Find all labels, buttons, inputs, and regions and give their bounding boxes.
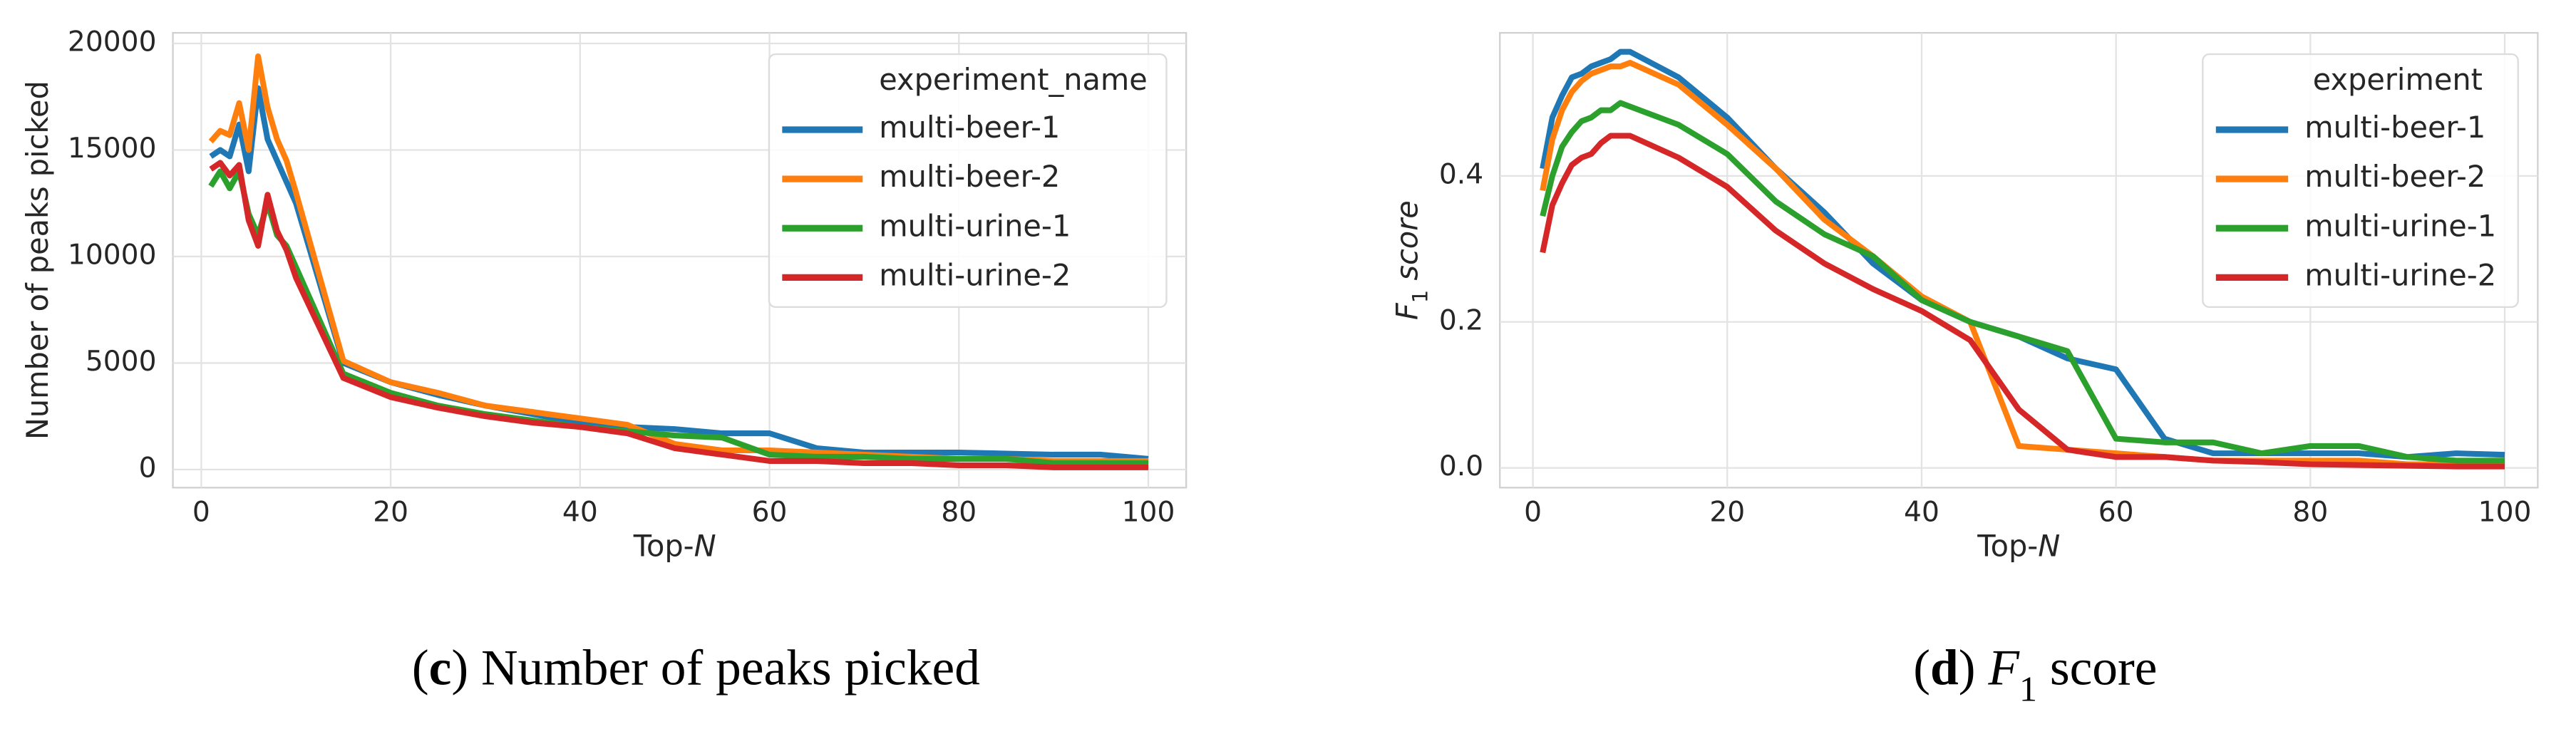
text-part: ) Number of peaks picked: [451, 640, 980, 696]
caption: (c) Number of peaks picked: [412, 640, 980, 696]
x-tick-label: 0: [192, 497, 210, 529]
text-part: ): [1959, 640, 1989, 696]
text-part: F: [1390, 302, 1424, 320]
x-tick-label: 40: [1904, 497, 1939, 529]
x-tick-label: 40: [562, 497, 598, 529]
text-part: score: [1390, 200, 1424, 290]
series-line: [1540, 100, 2505, 464]
y-tick-label: 20000: [68, 26, 157, 58]
y-tick-label: 0.2: [1439, 304, 1483, 336]
y-tick-label: 5000: [86, 346, 157, 378]
legend-label: multi-beer-1: [2304, 110, 2485, 145]
text-part: d: [1930, 640, 1959, 696]
x-tick-label: 80: [2292, 497, 2328, 529]
text-part: N: [2038, 529, 2060, 564]
x-tick-label: 20: [1709, 497, 1745, 529]
legend-label: multi-urine-2: [2304, 258, 2496, 292]
text-part: Top-: [1977, 529, 2038, 564]
text-part: 1: [1408, 290, 1433, 303]
text-part: Number of peaks picked: [21, 81, 55, 440]
x-axis-label: Top-N: [633, 529, 716, 564]
legend-label: multi-urine-1: [2304, 209, 2496, 243]
legend-box: [2202, 53, 2519, 309]
series-line: [1540, 133, 2505, 470]
legend-box: [768, 53, 1168, 309]
legend-label: multi-beer-1: [879, 110, 1060, 145]
x-tick-label: 60: [752, 497, 788, 529]
x-tick-label: 100: [1122, 497, 1175, 529]
text-part: Top-: [633, 529, 694, 564]
x-tick-label: 60: [2098, 497, 2134, 529]
legend-title: experiment: [2313, 63, 2483, 97]
text-part: N: [694, 529, 716, 564]
legend-label: multi-beer-2: [2304, 160, 2485, 194]
text-part: c: [429, 640, 452, 696]
text-part: (: [412, 640, 429, 696]
y-tick-label: 15000: [68, 133, 157, 165]
x-tick-label: 100: [2478, 497, 2532, 529]
text-part: score: [2037, 640, 2158, 696]
legend-label: multi-urine-2: [879, 258, 1071, 292]
y-tick-label: 0.4: [1439, 158, 1483, 190]
text-part: F: [1987, 640, 2020, 696]
legend-label: multi-beer-2: [879, 160, 1060, 194]
caption: (d) F1 score: [1913, 640, 2157, 709]
text-part: 1: [2019, 669, 2037, 709]
y-axis-label: F1 score: [1390, 200, 1432, 320]
text-part: (: [1913, 640, 1930, 696]
x-tick-label: 80: [941, 497, 977, 529]
x-axis-label: Top-N: [1977, 529, 2060, 564]
x-tick-label: 0: [1524, 497, 1542, 529]
legend-title: experiment_name: [879, 63, 1148, 97]
y-axis-label: Number of peaks picked: [21, 81, 55, 440]
x-tick-label: 20: [373, 497, 408, 529]
y-tick-label: 10000: [68, 239, 157, 271]
legend-label: multi-urine-1: [879, 209, 1071, 243]
y-tick-label: 0: [139, 452, 157, 484]
series-line: [209, 160, 1148, 470]
y-tick-label: 0.0: [1439, 450, 1483, 482]
